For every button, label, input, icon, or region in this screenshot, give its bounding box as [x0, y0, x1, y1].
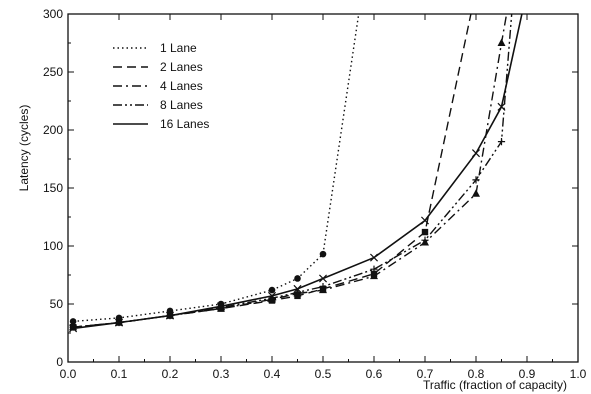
legend-label: 4 Lanes: [160, 79, 203, 93]
series-line: [73, 13, 472, 328]
y-axis-label: Latency (cycles): [17, 105, 31, 192]
series-layer: [69, 13, 523, 333]
data-point-circle: [319, 250, 327, 258]
data-point-plus: [421, 236, 429, 244]
data-point-plus: [370, 265, 378, 273]
data-point-circle: [268, 286, 276, 294]
plot-border: [67, 13, 579, 363]
data-point-plus: [497, 138, 506, 146]
x-axis: 0.0 0.1 0.2 0.3 0.4 0.5 0.6 0.7 0.8 0.9 1.0: [60, 14, 587, 381]
data-point-cross: [165, 311, 175, 320]
series-2-lanes: [69, 13, 472, 331]
data-point-cross: [471, 149, 481, 158]
x-tick-label: 0.3: [213, 367, 230, 381]
series-8-lanes: [69, 13, 513, 331]
data-point-cross: [369, 253, 379, 262]
x-tick-label: 1.0: [570, 367, 587, 381]
y-tick-label: 0: [56, 355, 63, 369]
data-point-plus: [69, 323, 77, 331]
data-point-plus: [319, 283, 327, 291]
data-point-circle: [69, 318, 77, 325]
legend-label: 1 Lane: [160, 41, 197, 55]
series-1-lane: [69, 13, 360, 325]
data-point-cross: [114, 318, 124, 327]
data-point-cross: [318, 274, 328, 283]
data-point-cross: [293, 284, 302, 293]
data-point-triangle: [497, 38, 506, 46]
series-line: [73, 13, 513, 328]
plot-area: [67, 13, 579, 363]
data-point-triangle: [472, 189, 480, 197]
data-point-cross: [420, 216, 430, 225]
series-4-lanes: [69, 13, 508, 331]
data-point-cross: [216, 302, 226, 311]
legend-label: 2 Lanes: [160, 60, 203, 74]
data-point-square: [421, 228, 429, 236]
data-point-cross: [69, 324, 78, 333]
legend: 1 Lane 2 Lanes 4 Lanes 8 Lanes 16 Lanes: [113, 41, 209, 131]
y-axis: 0 50 100 150 200 250 300: [43, 7, 578, 369]
series-line: [73, 13, 360, 323]
data-point-cross: [267, 291, 277, 300]
x-tick-label: 0.6: [366, 367, 383, 381]
data-point-plus: [472, 176, 480, 184]
x-tick-label: 0.5: [315, 367, 332, 381]
data-point-triangle: [370, 271, 378, 280]
data-point-plus: [293, 288, 302, 296]
data-point-circle: [294, 275, 301, 282]
x-tick-label: 0.0: [60, 367, 77, 381]
x-tick-label: 0.9: [519, 367, 536, 381]
series-16-lanes: [69, 13, 523, 333]
x-tick-label: 0.1: [111, 367, 128, 381]
data-point-cross: [497, 102, 506, 111]
y-tick-label: 200: [43, 123, 63, 137]
y-tick-label: 300: [43, 7, 63, 21]
x-tick-label: 0.7: [417, 367, 434, 381]
y-tick-label: 100: [43, 239, 63, 253]
legend-label: 16 Lanes: [160, 117, 209, 131]
series-line: [73, 13, 508, 328]
x-tick-label: 0.4: [264, 367, 281, 381]
y-tick-label: 50: [50, 297, 64, 311]
x-tick-label: 0.8: [468, 367, 485, 381]
series-line: [72, 13, 523, 330]
x-axis-label: Traffic (fraction of capacity): [423, 378, 567, 392]
x-tick-label: 0.2: [162, 367, 179, 381]
legend-label: 8 Lanes: [160, 98, 203, 112]
y-tick-label: 250: [43, 65, 63, 79]
y-tick-label: 150: [43, 181, 63, 195]
